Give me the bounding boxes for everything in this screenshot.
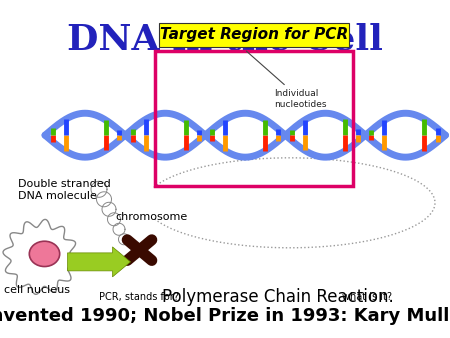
Text: Polymerase Chain Reaction.: Polymerase Chain Reaction.	[162, 288, 394, 307]
Text: cell nucleus: cell nucleus	[4, 285, 71, 295]
Ellipse shape	[29, 241, 60, 267]
Text: Target Region for PCR: Target Region for PCR	[160, 27, 348, 42]
Text: Invented 1990; Nobel Prize in 1993: Kary Mullis: Invented 1990; Nobel Prize in 1993: Kary…	[0, 307, 450, 325]
Text: PCR, stands for?: PCR, stands for?	[99, 292, 179, 303]
Bar	[155, 51, 353, 186]
Text: what is it?: what is it?	[342, 292, 392, 303]
Text: Individual
nucleotides: Individual nucleotides	[246, 51, 327, 108]
Text: Double stranded
DNA molecule: Double stranded DNA molecule	[18, 179, 111, 201]
Text: chromosome: chromosome	[115, 212, 188, 222]
Text: DNA in the Cell: DNA in the Cell	[67, 22, 383, 56]
Polygon shape	[68, 247, 130, 277]
Bar	[159, 23, 349, 47]
